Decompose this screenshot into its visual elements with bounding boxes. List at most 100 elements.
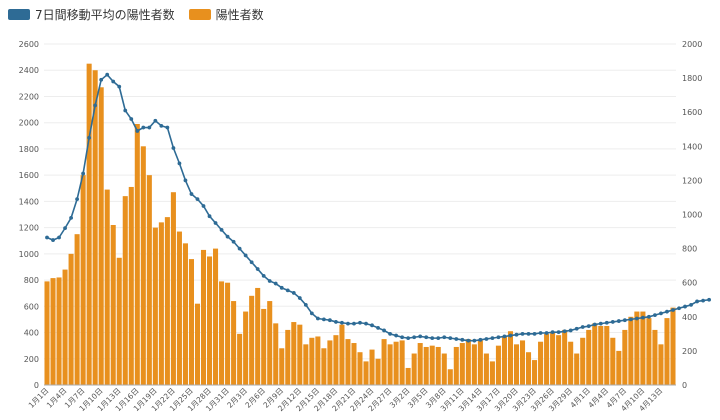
bar[interactable] [98, 87, 104, 386]
line-point[interactable] [321, 317, 326, 322]
bar[interactable] [568, 341, 574, 385]
bar[interactable] [291, 322, 297, 385]
line-point[interactable] [285, 288, 290, 293]
line-point[interactable] [592, 322, 597, 327]
line-point[interactable] [231, 239, 236, 244]
bar[interactable] [616, 350, 622, 385]
bar[interactable] [489, 361, 495, 385]
line-point[interactable] [472, 338, 477, 343]
bar[interactable] [285, 329, 291, 385]
bar[interactable] [519, 340, 526, 385]
line-point[interactable] [520, 331, 525, 336]
bar[interactable] [369, 349, 375, 385]
line-point[interactable] [556, 330, 561, 335]
bar[interactable] [219, 281, 225, 385]
line-point[interactable] [352, 321, 356, 326]
line-point[interactable] [484, 337, 489, 341]
line-point[interactable] [418, 334, 423, 339]
bar[interactable] [80, 175, 86, 385]
line-point[interactable] [87, 135, 92, 140]
bar[interactable] [86, 63, 92, 386]
bar[interactable] [140, 146, 146, 385]
bar[interactable] [170, 192, 176, 385]
bar[interactable] [634, 311, 640, 385]
bar[interactable] [231, 301, 237, 385]
line-point[interactable] [604, 320, 609, 325]
bar[interactable] [255, 287, 261, 385]
bar[interactable] [610, 337, 616, 385]
line-point[interactable] [496, 335, 501, 340]
bar[interactable] [658, 344, 664, 385]
line-point[interactable] [81, 171, 86, 176]
line-point[interactable] [315, 316, 320, 321]
line-point[interactable] [201, 204, 206, 208]
bar[interactable] [333, 335, 339, 385]
bar[interactable] [104, 189, 110, 385]
bar[interactable] [652, 329, 658, 385]
legend-item-line[interactable]: 7日間移動平均の陽性者数 [8, 6, 175, 23]
line-point[interactable] [328, 318, 332, 323]
bar[interactable] [44, 281, 50, 385]
bar[interactable] [592, 323, 598, 385]
line-point[interactable] [141, 125, 146, 130]
line-point[interactable] [406, 336, 411, 341]
bar[interactable] [146, 175, 152, 385]
bar[interactable] [92, 70, 98, 385]
line-point[interactable] [183, 178, 188, 183]
line-point[interactable] [544, 331, 549, 335]
line-point[interactable] [689, 302, 693, 307]
bar[interactable] [670, 307, 676, 385]
line-point[interactable] [69, 216, 73, 220]
line-point[interactable] [382, 328, 386, 333]
bar[interactable] [297, 324, 303, 385]
bar[interactable] [279, 348, 285, 385]
line-point[interactable] [653, 313, 657, 317]
bar[interactable] [225, 282, 231, 385]
line-point[interactable] [93, 103, 98, 108]
line-point[interactable] [701, 298, 705, 303]
line-point[interactable] [610, 320, 615, 324]
line-point[interactable] [671, 308, 675, 312]
line-point[interactable] [490, 336, 495, 341]
bar[interactable] [134, 124, 140, 385]
legend-item-bar[interactable]: 陽性者数 [188, 6, 264, 23]
bar[interactable] [441, 353, 447, 385]
line-point[interactable] [550, 330, 555, 335]
bar[interactable] [586, 329, 592, 385]
line-point[interactable] [135, 129, 140, 133]
bar[interactable] [435, 346, 441, 385]
line-point[interactable] [586, 324, 591, 329]
line-point[interactable] [478, 337, 483, 342]
bar[interactable] [213, 248, 219, 385]
line-point[interactable] [508, 333, 513, 338]
bar[interactable] [387, 344, 393, 385]
line-point[interactable] [683, 304, 687, 309]
bar[interactable] [309, 337, 315, 385]
line-point[interactable] [297, 296, 302, 300]
line-point[interactable] [237, 246, 242, 251]
line-point[interactable] [207, 214, 212, 219]
line-point[interactable] [448, 336, 453, 341]
bar[interactable] [532, 360, 538, 385]
line-point[interactable] [243, 253, 248, 258]
bar[interactable] [122, 196, 128, 385]
line-point[interactable] [249, 260, 254, 265]
line-point[interactable] [123, 108, 128, 113]
bar[interactable] [664, 318, 670, 385]
bar[interactable] [465, 339, 471, 385]
line-point[interactable] [334, 320, 338, 324]
bar[interactable] [50, 278, 56, 385]
line-point[interactable] [707, 297, 712, 302]
bar[interactable] [459, 343, 465, 385]
line-point[interactable] [665, 309, 669, 314]
line-point[interactable] [412, 335, 417, 340]
line-point[interactable] [147, 125, 152, 130]
bar[interactable] [321, 348, 327, 385]
line-point[interactable] [111, 79, 116, 84]
line-point[interactable] [430, 336, 435, 341]
bar[interactable] [194, 303, 201, 385]
bar[interactable] [206, 256, 213, 385]
bar[interactable] [164, 217, 170, 385]
line-point[interactable] [532, 331, 537, 336]
line-point[interactable] [105, 72, 110, 77]
